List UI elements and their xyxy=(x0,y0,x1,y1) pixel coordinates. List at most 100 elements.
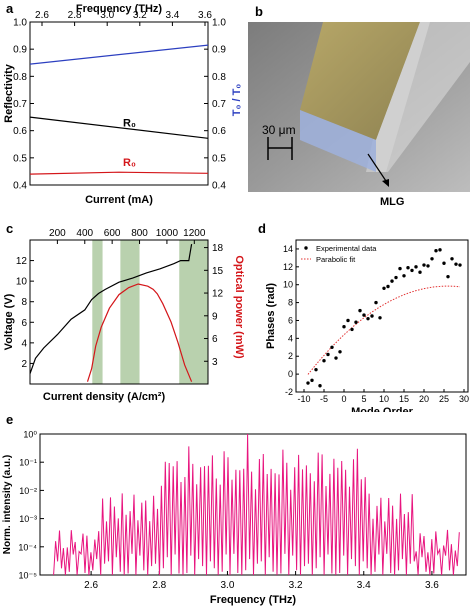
x-tick-label: -5 xyxy=(320,394,328,404)
data-point xyxy=(370,314,374,318)
data-point xyxy=(390,279,394,283)
series-line-red xyxy=(86,283,193,382)
panel-label-e: e xyxy=(6,412,14,427)
y-tick-label: 14 xyxy=(283,244,293,254)
x-tick-label: 3.2 xyxy=(289,580,303,591)
panel-label-d: d xyxy=(258,221,266,236)
y-tick-label: 0.8 xyxy=(13,72,27,83)
x2-tick-label: 3.0 xyxy=(100,10,114,21)
liv-chart: 200 400 600 800 1000 1200 2 4 6 8 10 12 3 6 9 12 15 18 Cur… xyxy=(3,228,245,403)
data-point xyxy=(398,266,402,271)
y2-tick-label: 1.0 xyxy=(212,18,226,29)
y-axis-label: Reflectivity xyxy=(3,63,15,123)
data-point xyxy=(346,318,350,323)
spectrum-chart: 2.6 2.8 3.0 3.2 3.4 3.6 10⁻⁵ 10⁻⁴ 10⁻³ 10⁻² 10⁻¹ 10… xyxy=(2,430,467,606)
legend-label: Experimental data xyxy=(316,244,377,253)
y-tick-label: 12 xyxy=(283,262,293,272)
data-point xyxy=(310,378,314,383)
y2-tick-label: 18 xyxy=(212,243,224,254)
y-tick-label: 2 xyxy=(288,351,293,361)
data-point xyxy=(406,266,410,270)
arrow-icon xyxy=(382,179,389,187)
y-tick-label: 0.7 xyxy=(13,99,27,110)
data-point xyxy=(394,275,398,280)
series-line-black xyxy=(29,116,209,139)
series-label: R₀ xyxy=(123,157,136,169)
y-tick-label: 12 xyxy=(16,256,28,267)
data-point xyxy=(446,274,450,279)
x-tick-label: 30 xyxy=(459,394,469,404)
ridge-facet xyxy=(300,110,376,172)
phase-chart: -10 -5 0 5 10 15 20 25 30 -2 0 2 4 6 8 10 12 14 Experiment… xyxy=(265,239,469,412)
x-tick-label: 3.6 xyxy=(425,580,439,591)
mlg-label: MLG xyxy=(380,196,405,208)
y-tick-label: 4 xyxy=(288,333,293,343)
x-axis-label: Current (mA) xyxy=(85,194,153,206)
lasing-region xyxy=(120,240,140,384)
x-tick-label: 10 xyxy=(379,394,389,404)
y2-axis-label: T₀ / T₀ xyxy=(231,84,243,117)
y-axis-label: Norm. intensity (a.u.) xyxy=(2,455,13,554)
data-point xyxy=(458,263,462,267)
data-point xyxy=(430,257,434,261)
data-point xyxy=(374,300,378,305)
x2-tick-label: 200 xyxy=(49,228,66,239)
y-tick-label: 8 xyxy=(288,298,293,308)
y-tick-label: 6 xyxy=(21,318,27,329)
x-tick-label: 3.4 xyxy=(357,580,371,591)
y2-tick-label: 9 xyxy=(212,311,218,322)
x-tick-label: 2.6 xyxy=(84,580,98,591)
y2-tick-label: 0.7 xyxy=(212,99,226,110)
y-tick-label: 0.5 xyxy=(13,153,27,164)
y-tick-label: 1.0 xyxy=(13,18,27,29)
scale-bar-label: 30 μm xyxy=(262,123,296,137)
data-point xyxy=(438,248,442,252)
x-tick-label: 5 xyxy=(361,394,366,404)
data-point xyxy=(362,313,366,317)
x-tick-label: 2.8 xyxy=(152,580,166,591)
y2-axis-label: Optical power (mW) xyxy=(233,255,245,359)
legend-marker xyxy=(304,246,308,250)
data-point xyxy=(454,262,458,266)
data-point xyxy=(338,350,342,354)
data-point xyxy=(330,345,334,349)
sem-image: 30 μm xyxy=(248,22,470,192)
x-axis-label: Current density (A/cm²) xyxy=(43,391,166,403)
data-point xyxy=(366,316,370,321)
plot-frame xyxy=(29,21,209,186)
lasing-region xyxy=(179,240,208,384)
data-point xyxy=(350,327,354,332)
x2-axis-label: Frequency (THz) xyxy=(76,3,163,15)
y-tick-label: 0 xyxy=(288,369,293,379)
y2-tick-label: 0.4 xyxy=(212,181,226,192)
y-tick-label: 0.4 xyxy=(13,181,27,192)
data-point xyxy=(322,359,326,363)
y2-tick-label: 0.9 xyxy=(212,45,226,56)
y-tick-label: -2 xyxy=(285,387,293,397)
y2-tick-label: 3 xyxy=(212,357,218,368)
data-point xyxy=(378,316,382,320)
data-point xyxy=(442,261,446,265)
legend-label: Parabolic fit xyxy=(316,255,356,264)
y2-tick-label: 6 xyxy=(212,334,218,345)
y-tick-label: 8 xyxy=(21,297,27,308)
data-point xyxy=(386,284,390,289)
ridge-top xyxy=(300,22,420,140)
y-tick-label: 0.9 xyxy=(13,45,27,56)
x2-tick-label: 3.2 xyxy=(133,10,147,21)
data-point xyxy=(354,320,358,324)
plot-frame xyxy=(295,239,469,393)
x-tick-label: 3.0 xyxy=(220,580,234,591)
y-tick-label: 4 xyxy=(21,338,27,349)
x2-tick-label: 1000 xyxy=(156,228,179,239)
y-tick-label: 10⁻¹ xyxy=(19,458,37,468)
y-tick-label: 2 xyxy=(21,359,27,370)
y2-tick-label: 12 xyxy=(212,289,224,300)
panel-label-a: a xyxy=(6,1,14,16)
spectrum-trace xyxy=(53,433,460,576)
y-axis-label: Voltage (V) xyxy=(3,293,15,350)
x2-tick-label: 800 xyxy=(131,228,148,239)
data-point xyxy=(434,249,438,253)
y-tick-label: 10⁻³ xyxy=(19,514,37,524)
y-tick-label: 10⁻⁴ xyxy=(18,542,37,552)
